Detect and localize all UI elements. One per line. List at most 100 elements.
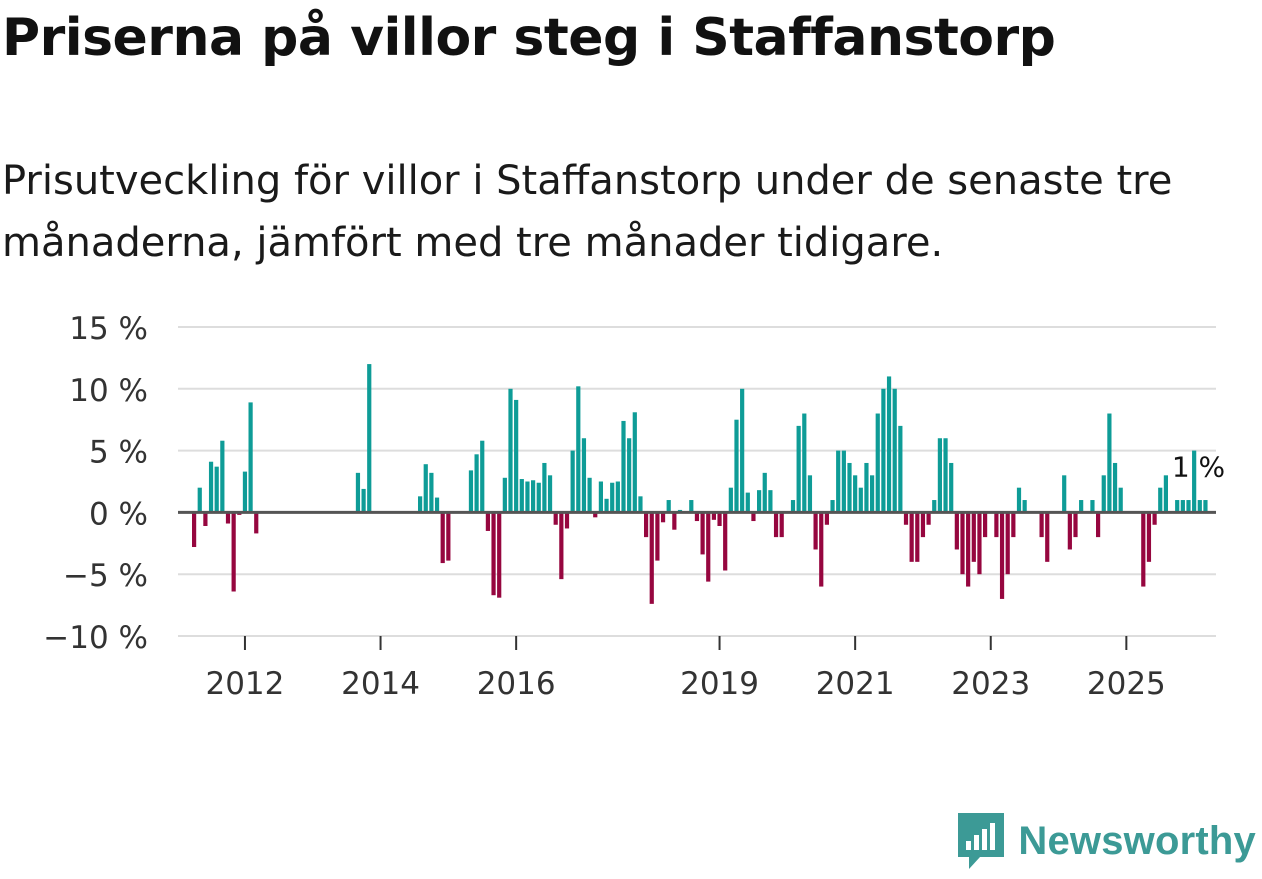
bar [937, 438, 942, 513]
bar [553, 512, 558, 525]
x-tick-label: 2012 [205, 666, 284, 702]
bar [598, 481, 603, 513]
bar [502, 477, 507, 513]
bar [367, 364, 372, 513]
bar [773, 512, 779, 538]
bar [525, 481, 530, 513]
bar [536, 482, 541, 513]
bar [875, 413, 880, 513]
annotation-group: 1 % [1168, 447, 1228, 487]
bar [649, 512, 654, 604]
bar [864, 462, 869, 513]
bar [593, 512, 598, 518]
bar [485, 512, 490, 531]
bar [819, 512, 824, 587]
bar [1112, 462, 1118, 513]
bar [214, 466, 219, 513]
bar [208, 461, 214, 513]
bar [581, 438, 587, 513]
bar [1101, 475, 1106, 513]
bar [418, 496, 423, 513]
bar [1079, 500, 1084, 513]
bar [706, 512, 711, 582]
bar [1005, 512, 1010, 575]
bar [870, 475, 875, 513]
y-tick-label: 0 % [89, 496, 148, 532]
bar [813, 512, 818, 550]
bar [717, 512, 722, 526]
bar [1107, 413, 1112, 513]
bar [644, 512, 649, 538]
x-tick-label: 2019 [680, 666, 759, 702]
bar [1141, 512, 1146, 587]
bar [768, 490, 773, 513]
bar [547, 475, 553, 513]
chart-title: Priserna på villor steg i Staffanstorp [2, 8, 1056, 68]
bar [932, 500, 937, 513]
bar [1197, 500, 1202, 513]
bar [757, 490, 762, 513]
bar [220, 440, 225, 513]
bar [824, 512, 829, 525]
y-tick-label: −5 % [63, 558, 148, 594]
bar [836, 450, 841, 513]
bar [740, 388, 745, 513]
bar [966, 512, 971, 587]
bar [1011, 512, 1016, 538]
bar [638, 496, 643, 513]
bar [898, 425, 903, 513]
bar [1096, 512, 1101, 538]
bar [858, 487, 863, 513]
bar [231, 512, 236, 592]
bar [689, 500, 694, 513]
bar [999, 512, 1005, 599]
bar [734, 419, 739, 513]
bar [1067, 512, 1072, 550]
bar [627, 438, 632, 513]
bar [197, 487, 202, 513]
bar [446, 512, 451, 561]
bar [254, 512, 259, 534]
bar [751, 512, 756, 522]
x-tick-label: 2021 [816, 666, 895, 702]
bar [423, 464, 428, 513]
y-axis-tick-labels: −10 % −5 % 0 % 5 % 10 % 15 % [43, 311, 148, 656]
y-tick-label: 15 % [69, 311, 148, 347]
bar [632, 412, 637, 513]
bar [1045, 512, 1050, 562]
bar [853, 475, 858, 513]
bar [779, 512, 784, 538]
bar [1016, 487, 1022, 513]
bar [807, 475, 813, 513]
bar [830, 500, 835, 513]
bar [1146, 512, 1152, 562]
bar [1163, 475, 1168, 513]
bar [881, 388, 886, 513]
bar [954, 512, 959, 550]
bar [491, 512, 496, 596]
bar [531, 480, 536, 513]
bar [728, 487, 733, 513]
bar [474, 454, 479, 513]
bar [203, 512, 208, 526]
bar [621, 420, 626, 513]
bar [1180, 500, 1185, 513]
bar [1158, 487, 1163, 513]
bar [745, 492, 750, 513]
bar [604, 498, 609, 513]
y-tick-label: −10 % [43, 620, 148, 656]
bar [480, 440, 485, 513]
bar [242, 471, 248, 513]
bar [971, 512, 976, 562]
bar [796, 425, 801, 513]
bar [248, 402, 253, 513]
bar [892, 388, 897, 513]
y-tick-label: 5 % [89, 435, 148, 471]
bar [762, 472, 767, 513]
brand-name: Newsworthy [1018, 818, 1256, 863]
bar [977, 512, 982, 575]
bar [429, 472, 434, 513]
bar [434, 497, 440, 513]
bar [1073, 512, 1078, 538]
x-tick-label: 2025 [1087, 666, 1166, 702]
